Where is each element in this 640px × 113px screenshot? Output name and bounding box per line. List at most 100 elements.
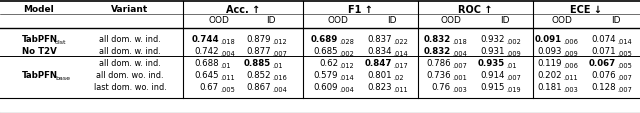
Text: TabPFN: TabPFN xyxy=(22,35,58,44)
Text: all dom. w. ind.: all dom. w. ind. xyxy=(99,59,161,68)
Text: .011: .011 xyxy=(393,86,408,92)
Text: 0.093: 0.093 xyxy=(538,47,562,56)
Text: .003: .003 xyxy=(452,86,467,92)
Text: .011: .011 xyxy=(563,75,578,80)
Text: .019: .019 xyxy=(506,86,520,92)
Text: 0.736: 0.736 xyxy=(426,71,451,80)
Text: 0.742: 0.742 xyxy=(195,47,219,56)
Text: .01: .01 xyxy=(506,63,516,69)
Text: 0.202: 0.202 xyxy=(538,71,562,80)
Text: 0.688: 0.688 xyxy=(195,59,219,68)
Text: F1 ↑: F1 ↑ xyxy=(348,4,373,14)
Text: .012: .012 xyxy=(272,39,287,45)
Text: No T2V: No T2V xyxy=(22,47,57,56)
Text: 0.832: 0.832 xyxy=(424,47,451,56)
Text: 0.877: 0.877 xyxy=(246,47,271,56)
Text: 0.931: 0.931 xyxy=(481,47,505,56)
Text: .007: .007 xyxy=(272,51,287,57)
Text: all dom. w. ind.: all dom. w. ind. xyxy=(99,35,161,44)
Text: .02: .02 xyxy=(393,75,404,80)
Text: .002: .002 xyxy=(339,51,354,57)
Text: .007: .007 xyxy=(506,75,521,80)
Text: .01: .01 xyxy=(272,63,282,69)
Text: 0.879: 0.879 xyxy=(246,35,271,44)
Text: .017: .017 xyxy=(393,63,408,69)
Text: 0.823: 0.823 xyxy=(367,83,392,92)
Text: 0.744: 0.744 xyxy=(191,35,219,44)
Text: .022: .022 xyxy=(393,39,408,45)
Text: OOD: OOD xyxy=(440,16,461,25)
Text: 0.645: 0.645 xyxy=(195,71,219,80)
Text: .011: .011 xyxy=(220,75,235,80)
Text: .001: .001 xyxy=(452,75,467,80)
Text: .012: .012 xyxy=(339,63,354,69)
Text: .014: .014 xyxy=(393,51,408,57)
Text: .018: .018 xyxy=(220,39,235,45)
Text: ID: ID xyxy=(611,16,621,25)
Text: 0.67: 0.67 xyxy=(200,83,219,92)
Text: 0.801: 0.801 xyxy=(367,71,392,80)
Text: OOD: OOD xyxy=(209,16,229,25)
Text: .016: .016 xyxy=(272,75,287,80)
Text: 0.915: 0.915 xyxy=(481,83,505,92)
Text: 0.62: 0.62 xyxy=(319,59,338,68)
Text: .007: .007 xyxy=(617,75,632,80)
Text: .005: .005 xyxy=(220,86,235,92)
Text: .014: .014 xyxy=(339,75,354,80)
Text: .004: .004 xyxy=(220,51,235,57)
Text: 0.885: 0.885 xyxy=(244,59,271,68)
Text: .004: .004 xyxy=(339,86,354,92)
Text: 0.128: 0.128 xyxy=(591,83,616,92)
Text: 0.932: 0.932 xyxy=(481,35,505,44)
Text: .018: .018 xyxy=(452,39,467,45)
Text: 0.786: 0.786 xyxy=(426,59,451,68)
Text: Model: Model xyxy=(22,5,53,14)
Text: 0.579: 0.579 xyxy=(314,71,338,80)
Text: 0.935: 0.935 xyxy=(478,59,505,68)
Text: Variant: Variant xyxy=(111,5,148,14)
Text: .007: .007 xyxy=(617,86,632,92)
Text: 0.181: 0.181 xyxy=(538,83,562,92)
Text: last dom. wo. ind.: last dom. wo. ind. xyxy=(93,83,166,92)
Text: TabPFN: TabPFN xyxy=(22,71,58,80)
Text: 0.689: 0.689 xyxy=(311,35,338,44)
Text: all dom. wo. ind.: all dom. wo. ind. xyxy=(96,71,164,80)
Text: .028: .028 xyxy=(339,39,354,45)
Text: 0.071: 0.071 xyxy=(591,47,616,56)
Text: 0.837: 0.837 xyxy=(367,35,392,44)
Text: 0.914: 0.914 xyxy=(481,71,505,80)
Text: .003: .003 xyxy=(563,86,578,92)
Text: ID: ID xyxy=(500,16,509,25)
Text: 0.832: 0.832 xyxy=(424,35,451,44)
Text: 0.76: 0.76 xyxy=(432,83,451,92)
Text: ECE ↓: ECE ↓ xyxy=(570,4,602,14)
Text: ID: ID xyxy=(387,16,397,25)
Text: .009: .009 xyxy=(563,51,578,57)
Text: ROC ↑: ROC ↑ xyxy=(458,4,493,14)
Text: .002: .002 xyxy=(506,39,521,45)
Text: .007: .007 xyxy=(452,63,467,69)
Text: 0.834: 0.834 xyxy=(367,47,392,56)
Text: Acc. ↑: Acc. ↑ xyxy=(226,4,260,14)
Text: 0.076: 0.076 xyxy=(591,71,616,80)
Text: 0.119: 0.119 xyxy=(538,59,562,68)
Text: base: base xyxy=(55,75,70,80)
Text: 0.867: 0.867 xyxy=(246,83,271,92)
Text: 0.074: 0.074 xyxy=(591,35,616,44)
Text: .014: .014 xyxy=(617,39,632,45)
Text: ID: ID xyxy=(266,16,276,25)
Text: .004: .004 xyxy=(272,86,287,92)
Text: dist: dist xyxy=(55,40,67,45)
Text: .01: .01 xyxy=(220,63,230,69)
Text: all dom. w. ind.: all dom. w. ind. xyxy=(99,47,161,56)
Text: .009: .009 xyxy=(506,51,521,57)
Text: .006: .006 xyxy=(563,39,578,45)
Text: 0.847: 0.847 xyxy=(365,59,392,68)
Text: 0.685: 0.685 xyxy=(314,47,338,56)
Text: 0.091: 0.091 xyxy=(535,35,562,44)
Text: .004: .004 xyxy=(452,51,467,57)
Text: 0.067: 0.067 xyxy=(589,59,616,68)
Text: .006: .006 xyxy=(563,63,578,69)
Text: 0.609: 0.609 xyxy=(314,83,338,92)
Text: .005: .005 xyxy=(617,63,632,69)
